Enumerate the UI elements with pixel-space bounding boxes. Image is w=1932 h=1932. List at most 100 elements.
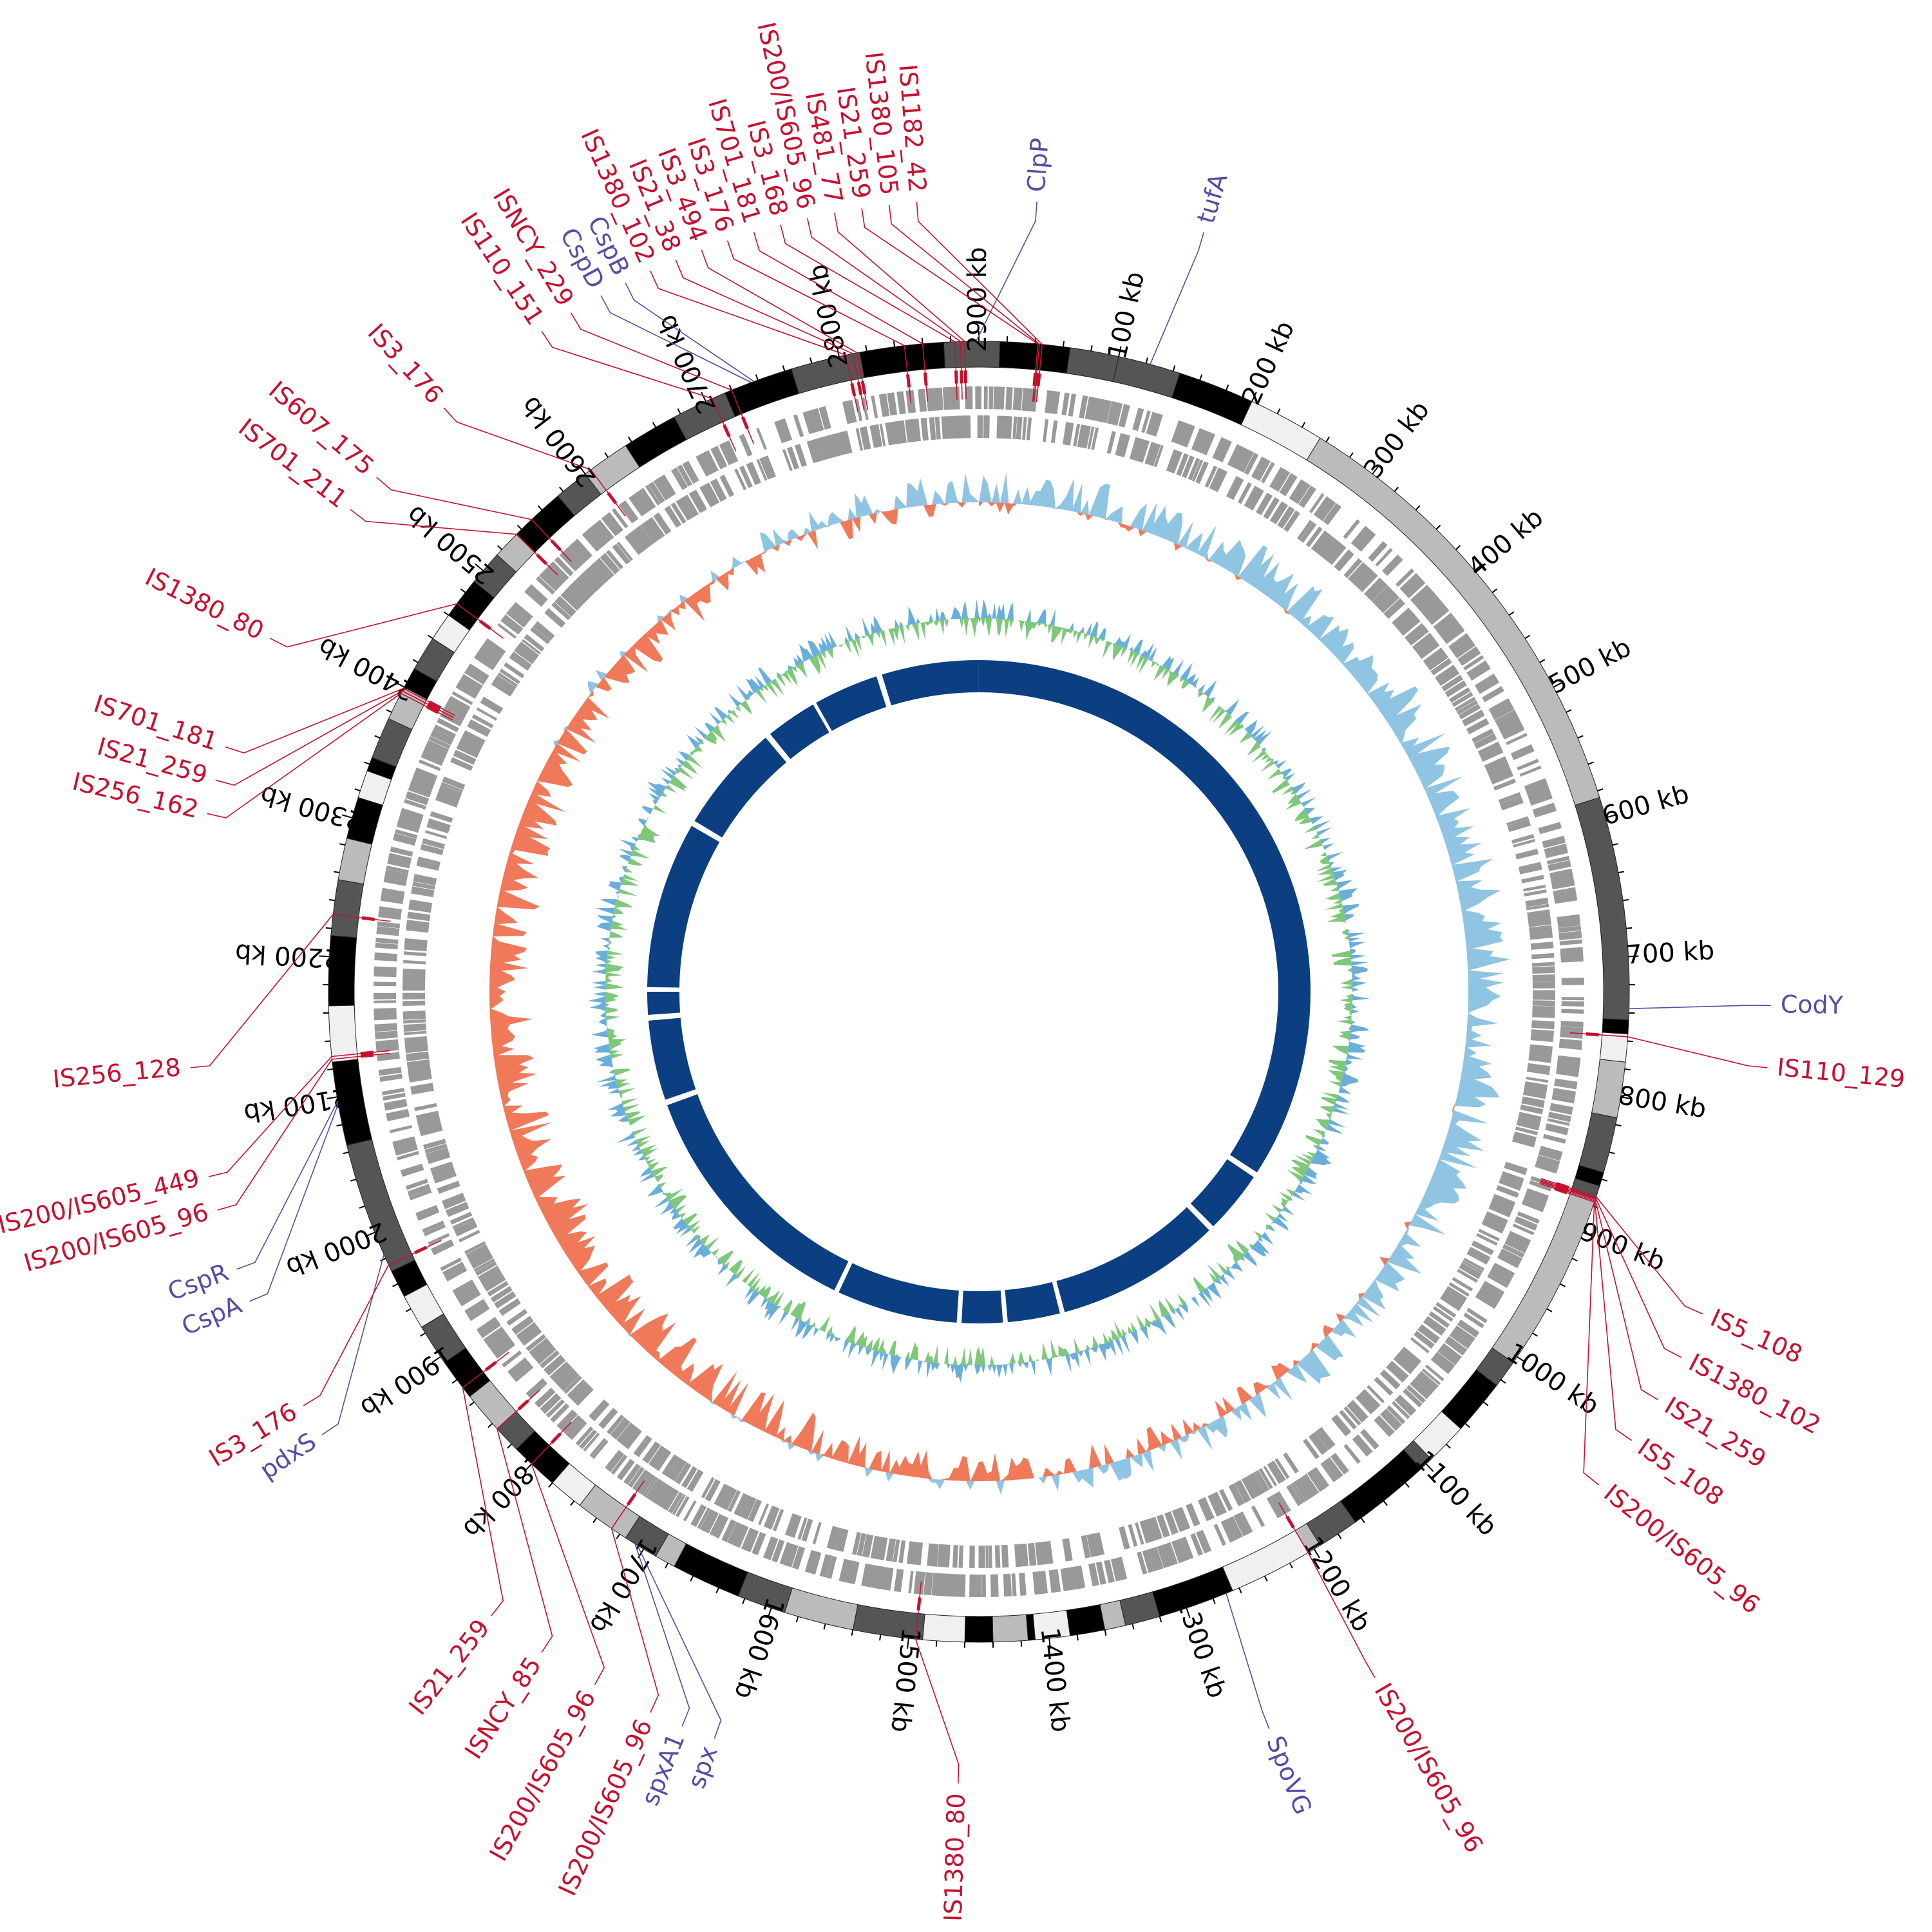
gene-mark [378,906,402,916]
gene-mark [402,992,426,1000]
gene-mark [384,869,408,880]
gene-mark [1197,1498,1213,1522]
gene-mark [1241,1477,1256,1500]
gene-mark [1489,1269,1511,1285]
gene-mark [793,414,804,437]
scale-tick [782,365,786,372]
gene-mark [556,1368,577,1388]
gene-mark [1529,1180,1552,1191]
gene-mark [424,1143,448,1154]
gene-mark [1513,1131,1537,1142]
gene-mark [934,417,941,440]
gene-mark [426,1147,449,1158]
gene-mark [1135,439,1147,462]
scale-tick [1474,564,1483,571]
gene-mark [1060,1567,1070,1591]
gene-mark [1073,424,1081,447]
gene-mark [1561,1009,1584,1014]
gene-mark [1362,1428,1379,1448]
gene-mark [705,1479,718,1501]
gene-mark [448,697,470,711]
gene-mark [1549,1103,1573,1115]
gene-mark [446,1202,469,1215]
gene-mark [1146,1549,1157,1572]
scale-tick [475,564,484,571]
gene-mark [1092,398,1105,422]
gene-mark [1211,1492,1227,1515]
gene-mark [920,417,929,441]
outer-block-segment [1340,1449,1422,1523]
scale-tick [1104,1629,1107,1636]
inner-ring-gap [1226,1154,1258,1179]
gene-mark [564,585,586,607]
gene-mark [1144,442,1155,464]
gene-mark [1551,879,1575,890]
gene-mark [1234,1481,1249,1503]
insertion-sequence-leader [217,1052,390,1211]
gene-mark [855,428,864,451]
gene-mark [426,739,450,753]
gene-mark [699,451,717,475]
scale-tick [1601,1179,1608,1182]
insertion-sequence-leader [1540,1180,1658,1401]
gene-mark [1500,721,1524,737]
gene-mark [1405,578,1426,598]
inner-ring-gap [646,987,681,992]
scale-tick [1508,611,1515,616]
gene-mark [589,1437,607,1457]
gene-mark [820,436,831,460]
gene-mark [1081,1535,1091,1558]
gene-mark [375,938,399,945]
gene-mark [498,1298,520,1313]
scale-tick [374,735,381,739]
gene-mark [1014,1544,1021,1567]
gene-mark [1501,1171,1524,1185]
gene-mark [1559,939,1583,945]
insertion-sequence-label: ISNCY_85 [459,1652,547,1765]
gene-mark [1182,1537,1194,1560]
insertion-sequence-leader [1540,1178,1703,1315]
scale-tick [1559,1283,1566,1287]
gene-mark [1048,1569,1059,1593]
gene-mark [1106,431,1116,454]
gene-mark [658,1486,677,1510]
gene-mark [1182,455,1195,478]
gene-mark [1528,922,1551,927]
gene-mark [575,538,592,558]
gene-mark [699,1509,714,1531]
gene-mark [504,662,525,679]
gene-mark [473,1258,495,1273]
gene-mark [1298,1478,1312,1499]
gene-mark [616,541,633,562]
gene-mark [540,1393,562,1414]
gene-mark [863,426,871,450]
inner-ring-track [646,660,1311,1325]
gene-mark [582,533,600,552]
gene-mark [1463,711,1485,726]
scale-tick [652,422,657,428]
gene-mark [734,1524,749,1548]
gene-mark [479,643,503,663]
scale-tick-label: 1700 kb [583,1533,663,1638]
gene-mark [456,743,480,758]
insertion-sequence-leader [443,407,626,517]
scale-tick [537,505,543,511]
gene-mark [819,1554,833,1578]
gene-mark [466,1302,489,1319]
gene-mark [383,875,407,886]
gene-mark [759,456,775,480]
gene-mark [1446,683,1467,697]
gene-mark [406,920,430,929]
gene-mark [1224,1518,1239,1541]
gene-mark [1515,848,1539,860]
gene-mark [1022,417,1027,440]
gene-mark [1357,531,1376,552]
gene-mark [605,549,623,570]
gene-mark [507,607,529,627]
gc-content-low-area [605,618,1352,1365]
gene-mark [1544,844,1567,852]
gene-mark [1286,1484,1303,1506]
gene-mark [1144,1519,1155,1542]
regulator-gene-leader [321,1254,384,1435]
scale-tick [1597,788,1604,791]
